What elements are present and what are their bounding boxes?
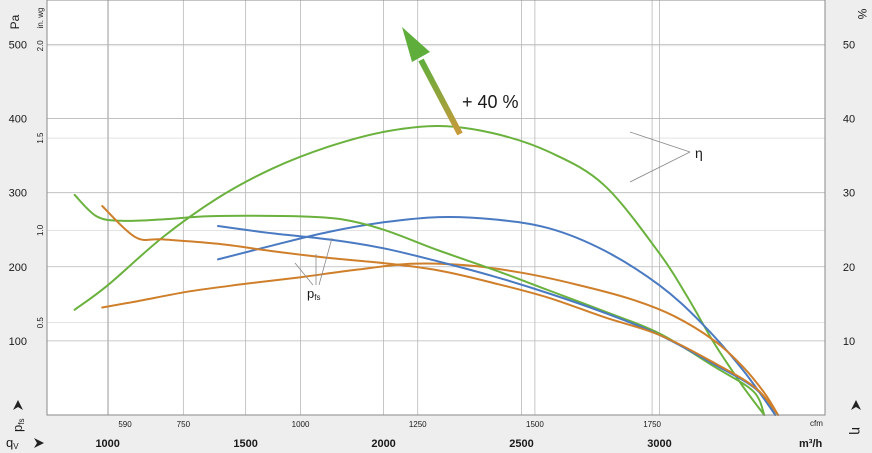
pfs-axis-arrow-icon <box>13 400 23 410</box>
inwg-tick-label: 2.0 <box>36 40 45 52</box>
pfs-axis-label-main: p <box>10 425 25 432</box>
pa-axis-title: Pa <box>8 14 22 29</box>
pa-tick-label: 500 <box>9 39 27 51</box>
m3h-unit-label: m³/h <box>799 438 823 450</box>
cfm-tick-label: 750 <box>177 420 191 429</box>
eta-annotation: η <box>629 131 703 183</box>
eta-axis-label: η <box>849 427 865 435</box>
improvement-arrow-shaft <box>418 58 463 136</box>
pa-tick-label: 200 <box>9 262 27 274</box>
curve-orange-2 <box>101 262 780 416</box>
plot-frame <box>46 0 826 416</box>
plot-area <box>47 0 825 415</box>
inwg-tick-label: 1.0 <box>36 224 45 236</box>
right-axis-strip <box>825 0 872 453</box>
qv-axis-arrow-icon <box>34 438 44 448</box>
m3h-tick-label: 1000 <box>95 438 119 450</box>
pa-tick-label: 100 <box>9 336 27 348</box>
left-axis-strip <box>0 0 47 453</box>
inwg-axis-title: in. wg <box>36 8 45 29</box>
m3h-tick-label: 3000 <box>647 438 671 450</box>
pa-tick-label: 400 <box>9 114 27 126</box>
inwg-tick-label: 1.5 <box>36 132 45 144</box>
eta-leader-orange <box>629 151 691 183</box>
pct-tick-label: 50 <box>843 39 855 51</box>
pct-tick-label: 40 <box>843 114 855 126</box>
pct-tick-label: 10 <box>843 336 855 348</box>
pfs-label-sub: fs <box>314 293 320 302</box>
cfm-tick-label: 590 <box>118 420 132 429</box>
cfm-tick-label: 1000 <box>292 420 310 429</box>
bottom-axis-strip <box>0 415 872 453</box>
improvement-annotation: + 40 % <box>402 27 519 136</box>
pct-tick-label: 30 <box>843 188 855 200</box>
qv-axis-label: qV <box>6 435 19 451</box>
pct-tick-label: 20 <box>843 262 855 274</box>
improvement-label: + 40 % <box>462 92 519 112</box>
curve-orange-5 <box>101 205 780 416</box>
curve-blue-1 <box>217 215 777 416</box>
pfs-leader-3 <box>318 237 333 286</box>
eta-leader-blue <box>629 131 691 153</box>
m3h-tick-label: 2500 <box>509 438 533 450</box>
pa-tick-label: 300 <box>9 188 27 200</box>
curve-green-0 <box>73 124 766 416</box>
pfs-axis-label: pfs <box>10 419 26 432</box>
grid-lines <box>47 0 825 415</box>
curve-blue-4 <box>217 225 777 416</box>
curves <box>73 124 780 416</box>
inwg-tick-label: 0.5 <box>36 317 45 329</box>
m3h-tick-label: 1500 <box>233 438 257 450</box>
pfs-leader-1 <box>294 262 314 286</box>
eta-axis-arrow-icon <box>851 400 861 410</box>
cfm-tick-label: 1500 <box>526 420 544 429</box>
cfm-unit-label: cfm <box>810 419 823 428</box>
eta-label: η <box>695 145 703 161</box>
pfs-annotation: pfs <box>294 237 333 302</box>
cfm-tick-label: 1750 <box>643 420 661 429</box>
qv-axis-label-sub: V <box>13 442 19 451</box>
pfs-label: pfs <box>307 286 320 302</box>
m3h-tick-label: 2000 <box>371 438 395 450</box>
cfm-tick-label: 1250 <box>409 420 427 429</box>
qv-axis-label-main: q <box>6 435 13 450</box>
pfs-label-main: p <box>307 286 314 301</box>
pfs-axis-label-sub: fs <box>17 419 26 425</box>
improvement-arrow-head-icon <box>402 27 430 62</box>
pct-axis-title: % <box>855 9 869 20</box>
tick-labels: 100 200 300 400 500 0.5 1.0 1.5 2.0 10 20 30 40 50 590… <box>9 39 855 450</box>
